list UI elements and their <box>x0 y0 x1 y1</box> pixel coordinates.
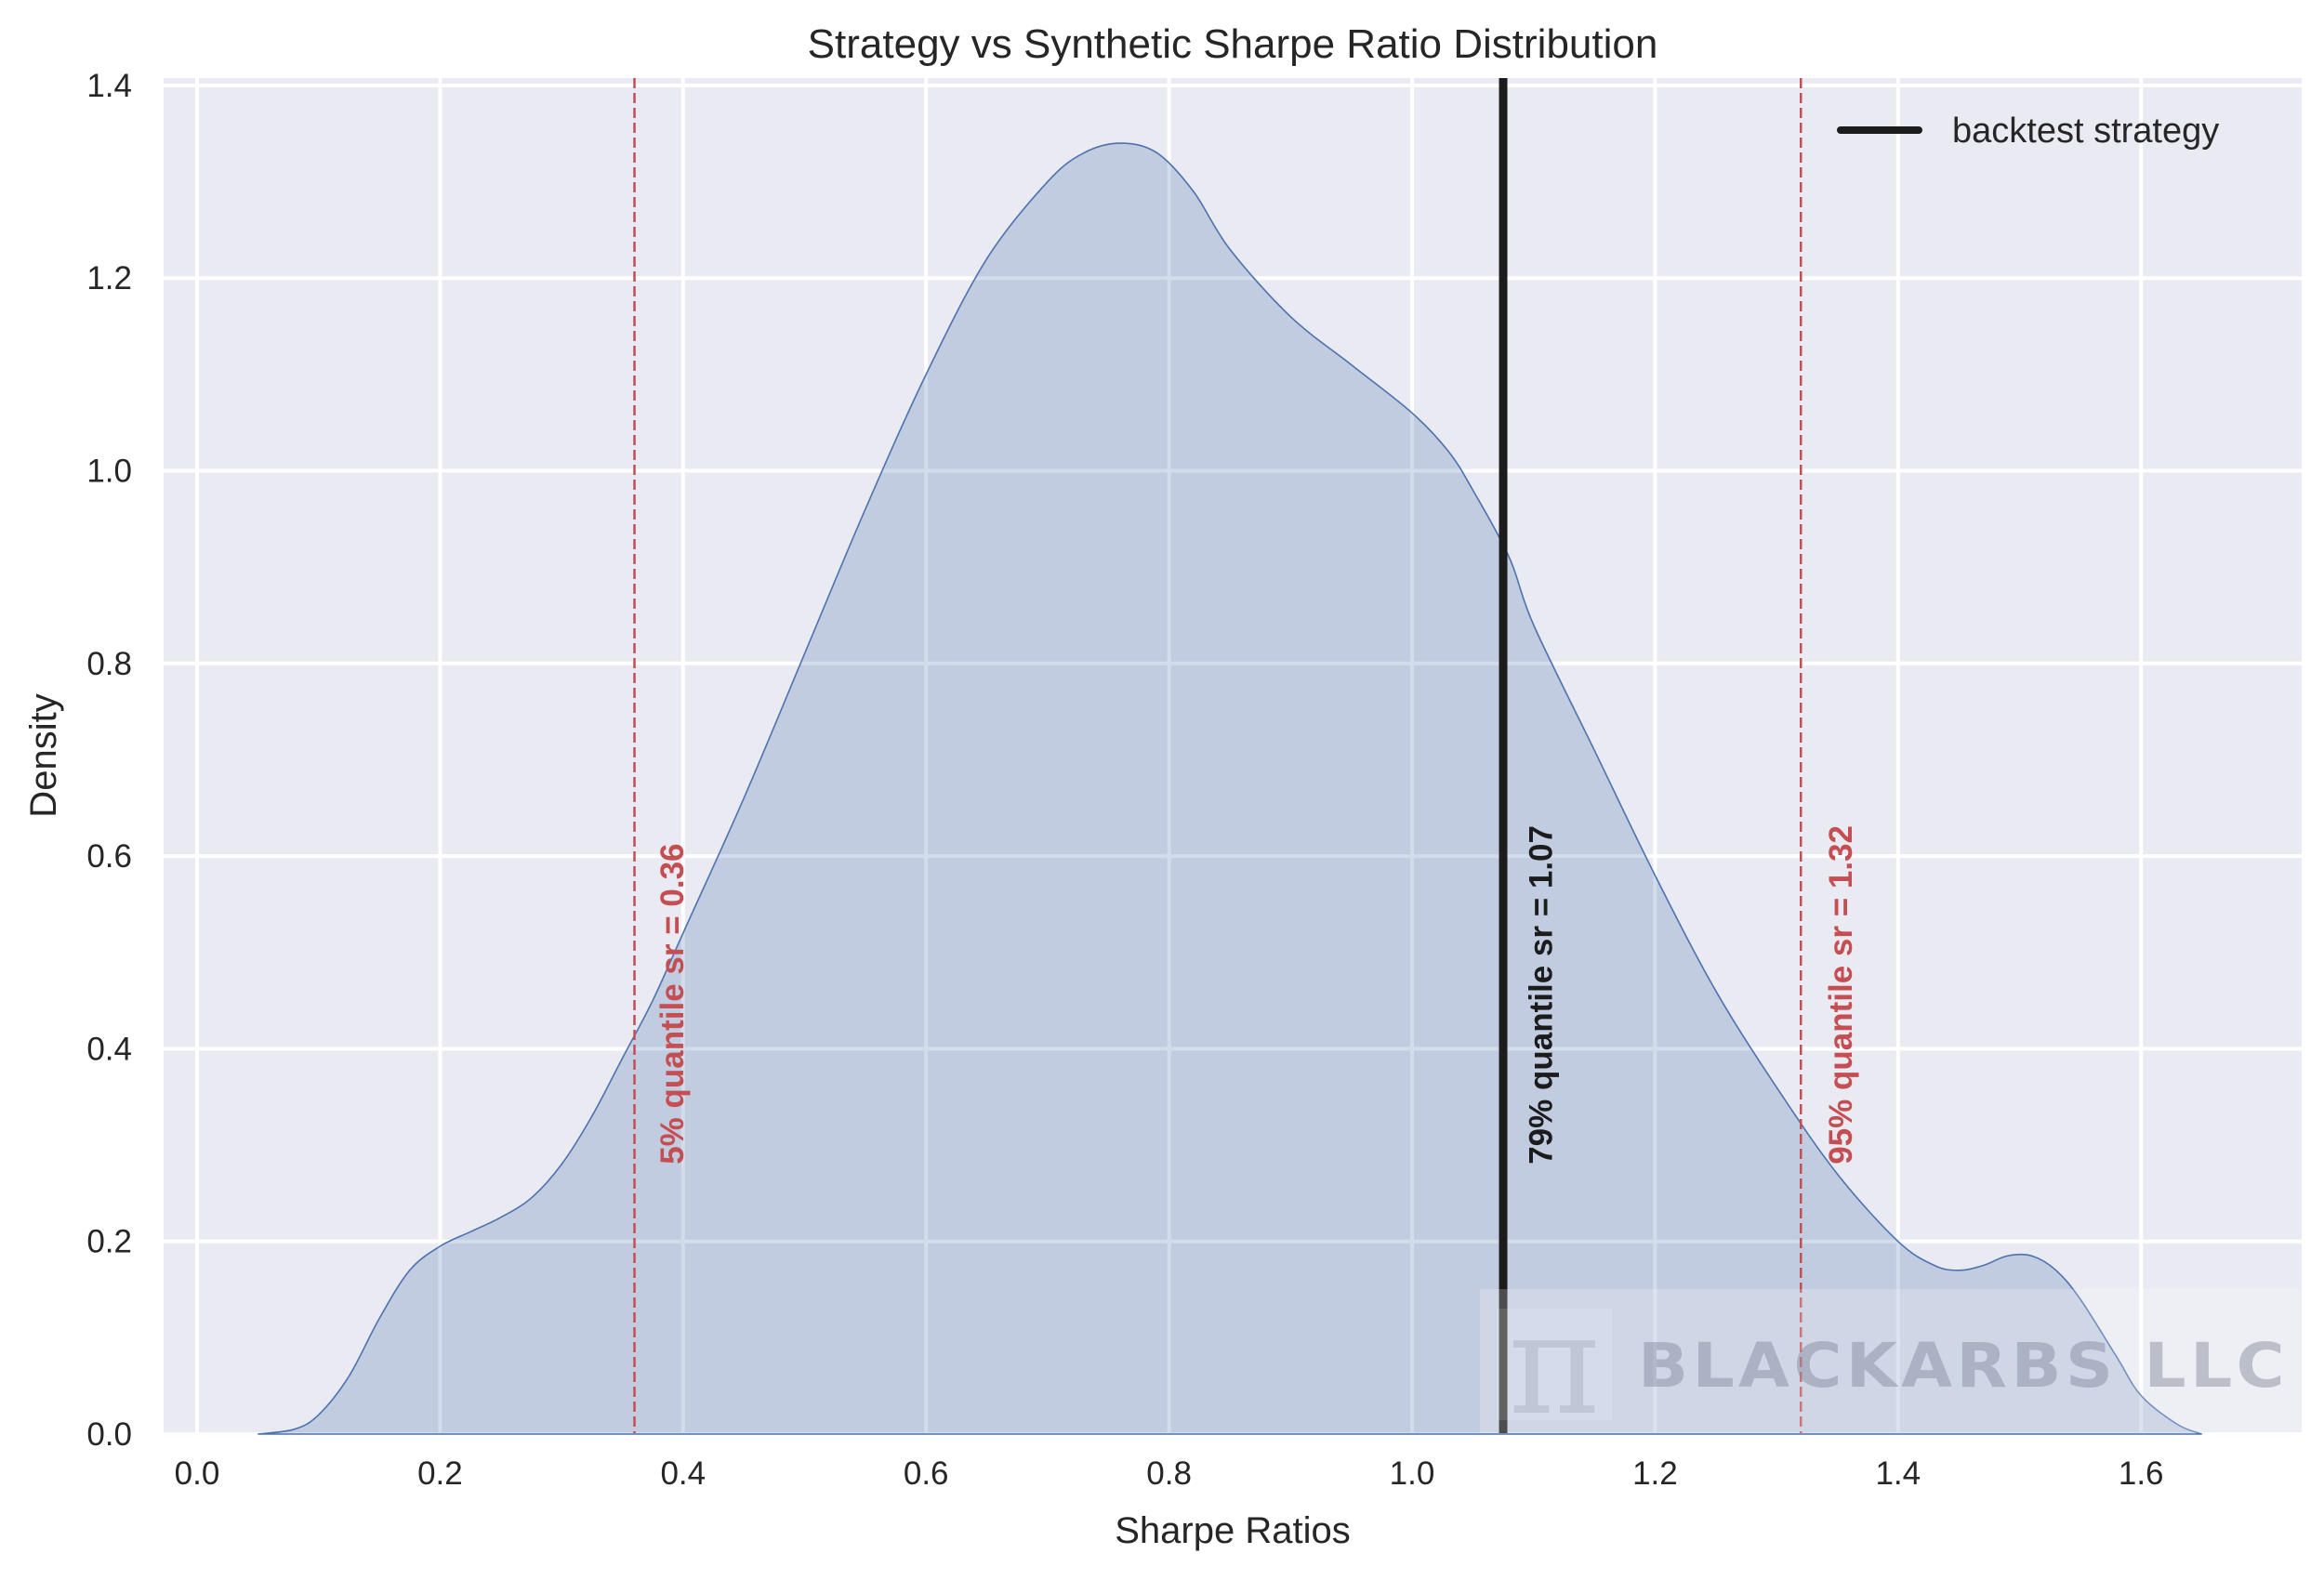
y-tick-label: 1.4 <box>86 68 132 104</box>
x-tick-label: 1.4 <box>1875 1455 1921 1492</box>
x-tick-label: 1.2 <box>1632 1455 1678 1492</box>
chart-title: Strategy vs Synthetic Sharpe Ratio Distr… <box>808 21 1658 67</box>
quantile-lines <box>633 78 1802 1433</box>
y-tick-label: 0.2 <box>86 1224 132 1260</box>
legend: backtest strategy <box>1837 112 2219 151</box>
watermark-pi-icon: π <box>1509 1284 1601 1446</box>
kde-curve <box>257 142 2202 1435</box>
x-tick-label: 1.0 <box>1390 1455 1435 1492</box>
quantile-annotation: 79% quantile sr = 1.07 <box>1523 825 1559 1165</box>
y-tick-label: 1.2 <box>86 260 132 296</box>
watermark: π BLACKARBS LLC <box>1480 1284 2302 1446</box>
y-tick-label: 0.6 <box>86 838 132 875</box>
plot-area <box>164 78 2302 1433</box>
x-tick-label: 0.0 <box>175 1455 220 1492</box>
x-tick-label: 0.4 <box>660 1455 706 1492</box>
legend-label-backtest-strategy: backtest strategy <box>1952 112 2219 151</box>
y-tick-label: 0.4 <box>86 1031 132 1067</box>
quantile-annotation: 5% quantile sr = 0.36 <box>654 843 691 1164</box>
x-axis-ticks: 0.0 0.2 0.4 0.6 0.8 1.0 1.2 1.4 1.6 <box>175 1455 2164 1492</box>
x-tick-label: 0.2 <box>417 1455 463 1492</box>
x-axis-label: Sharpe Ratios <box>1115 1510 1350 1551</box>
x-tick-label: 0.8 <box>1146 1455 1192 1492</box>
quantile-annotation: 95% quantile sr = 1.32 <box>1823 825 1859 1165</box>
x-tick-label: 1.6 <box>2119 1455 2164 1492</box>
y-tick-label: 0.0 <box>86 1416 132 1453</box>
x-tick-label: 0.6 <box>904 1455 949 1492</box>
y-axis-ticks: 0.0 0.2 0.4 0.6 0.8 1.0 1.2 1.4 <box>86 68 132 1453</box>
quantile-annotations: 5% quantile sr = 0.36 79% quantile sr = 1… <box>654 825 1859 1165</box>
y-tick-label: 0.8 <box>86 646 132 682</box>
y-tick-label: 1.0 <box>86 454 132 490</box>
y-axis-label: Density <box>23 693 64 817</box>
kde-area <box>257 143 2202 1435</box>
watermark-text: BLACKARBS LLC <box>1638 1330 2289 1402</box>
